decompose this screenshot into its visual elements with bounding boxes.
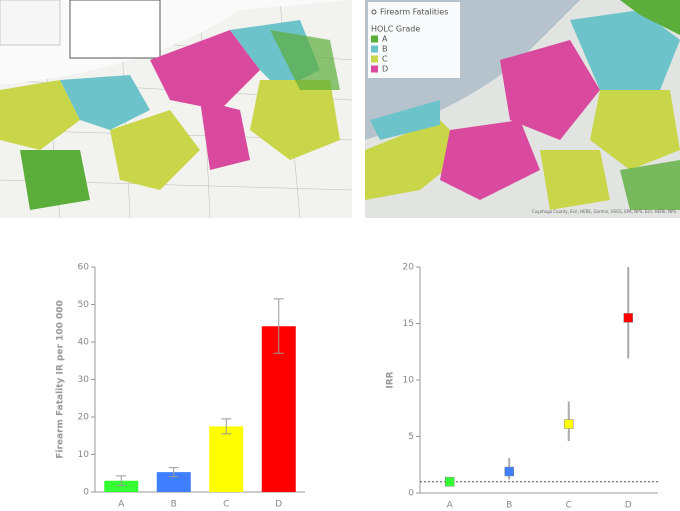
error-bar xyxy=(168,467,179,478)
x-tick-label: C xyxy=(223,500,229,510)
error-bar xyxy=(273,298,284,354)
y-axis-label: Firearm Fatality IR per 100 000 xyxy=(56,300,66,459)
point xyxy=(504,466,514,477)
y-tick-label: 10 xyxy=(78,450,90,460)
y-axis-label: IRR xyxy=(386,371,396,388)
point xyxy=(564,419,574,429)
bar xyxy=(104,480,139,492)
y-tick-label: 40 xyxy=(78,338,90,348)
legend-label: A xyxy=(382,35,388,44)
x-tick-label: D xyxy=(625,501,632,511)
y-tick-label: 0 xyxy=(408,489,414,499)
legend-swatch xyxy=(371,35,378,43)
legend-point-label: Firearm Fatalities xyxy=(380,8,448,17)
y-tick-label: 10 xyxy=(403,376,415,386)
legend-label: B xyxy=(382,45,388,54)
y-tick-label: 50 xyxy=(78,300,90,310)
bar xyxy=(156,472,191,492)
point xyxy=(445,476,455,487)
legend-label: D xyxy=(382,65,388,74)
legend-swatch xyxy=(371,45,378,53)
x-tick-label: A xyxy=(118,500,125,510)
point xyxy=(623,313,633,323)
historical-map xyxy=(0,0,353,219)
x-tick-label: B xyxy=(506,501,512,511)
y-tick-label: 20 xyxy=(403,263,415,273)
y-tick-label: 30 xyxy=(78,375,90,385)
y-tick-label: 20 xyxy=(78,413,90,423)
y-tick-label: 60 xyxy=(78,263,90,273)
x-tick-label: D xyxy=(275,500,282,510)
legend-swatch xyxy=(371,65,378,73)
error-bar xyxy=(116,475,127,487)
legend-label: C xyxy=(382,55,388,64)
legend-swatch xyxy=(371,55,378,63)
y-tick-label: 5 xyxy=(408,432,414,442)
x-tick-label: C xyxy=(566,501,572,511)
x-tick-label: A xyxy=(447,501,454,511)
bar xyxy=(209,426,244,492)
bar xyxy=(261,326,296,492)
error-bar xyxy=(221,418,232,435)
x-tick-label: B xyxy=(171,500,177,510)
y-tick-label: 0 xyxy=(83,488,89,498)
attribution: Cuyahoga County, Esri, HERE, Garmin, USG… xyxy=(532,209,676,214)
y-tick-label: 15 xyxy=(403,319,414,329)
legend-title: HOLC Grade xyxy=(371,25,420,34)
